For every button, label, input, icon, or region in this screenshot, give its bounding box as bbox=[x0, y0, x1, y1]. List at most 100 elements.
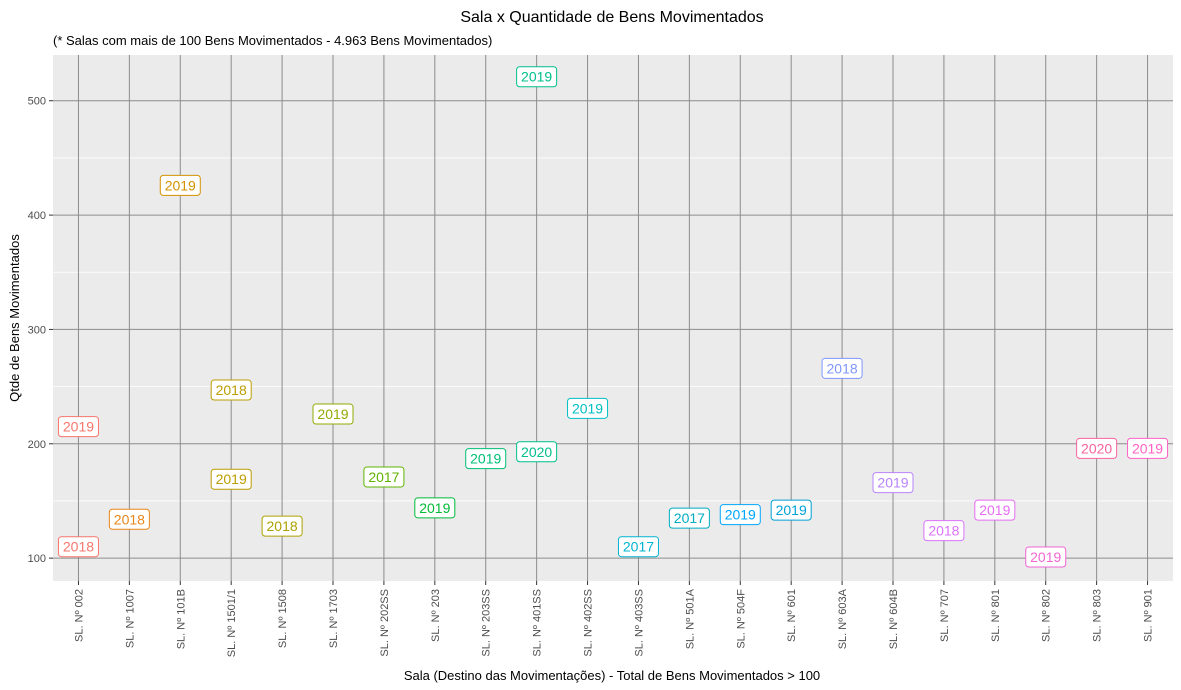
data-label-box bbox=[414, 497, 456, 519]
data-label-box bbox=[719, 504, 761, 526]
data-label-box bbox=[923, 520, 965, 542]
data-label: 2018 bbox=[63, 539, 94, 555]
data-label-box bbox=[159, 174, 201, 196]
data-point: 2019 bbox=[567, 397, 609, 419]
data-label: 2019 bbox=[1030, 549, 1061, 565]
data-label-box bbox=[567, 397, 609, 419]
data-label-box bbox=[363, 466, 405, 488]
data-label-box bbox=[465, 448, 507, 470]
data-label-box bbox=[668, 507, 710, 529]
data-label: 2020 bbox=[1081, 440, 1112, 456]
x-tick-label: SL. Nº 504F bbox=[735, 589, 747, 649]
data-label-box bbox=[1127, 437, 1169, 459]
x-tick-label: SL. Nº 203SS bbox=[481, 589, 493, 657]
x-tick-label: SL. Nº 801 bbox=[990, 589, 1002, 642]
x-tick-label: SL. Nº 202SS bbox=[379, 589, 391, 657]
x-tick-label: SL. Nº 203 bbox=[430, 589, 442, 642]
x-tick-label: SL. Nº 604B bbox=[888, 589, 900, 649]
y-axis-title: Qtde de Bens Movimentados bbox=[7, 234, 22, 402]
data-label-box bbox=[57, 536, 99, 558]
data-point: 2018 bbox=[108, 508, 150, 530]
x-tick-label: SL. Nº 802 bbox=[1041, 589, 1053, 642]
data-label-box bbox=[617, 536, 659, 558]
data-label: 2019 bbox=[419, 500, 450, 516]
x-tick-label: SL. Nº 1508 bbox=[277, 589, 289, 648]
data-label-box bbox=[261, 515, 303, 537]
data-label: 2019 bbox=[63, 419, 94, 435]
data-label-box bbox=[210, 379, 252, 401]
data-label: 2018 bbox=[267, 518, 298, 534]
data-point: 2018 bbox=[923, 520, 965, 542]
x-tick-label: SL. Nº 101B bbox=[175, 589, 187, 649]
data-point: 2019 bbox=[974, 499, 1016, 521]
data-label: 2019 bbox=[877, 475, 908, 491]
y-tick-label: 400 bbox=[28, 210, 46, 222]
chart-title: Sala x Quantidade de Bens Movimentados bbox=[460, 9, 763, 26]
data-label: 2017 bbox=[368, 469, 399, 485]
data-point: 2019 bbox=[465, 448, 507, 470]
data-label-box bbox=[516, 66, 558, 88]
data-label: 2019 bbox=[317, 406, 348, 422]
y-tick-label: 200 bbox=[28, 439, 46, 451]
data-label: 2018 bbox=[827, 360, 858, 376]
x-tick-label: SL. Nº 402SS bbox=[583, 589, 595, 657]
data-label-box bbox=[57, 416, 99, 438]
data-label: 2019 bbox=[521, 69, 552, 85]
x-tick-label: SL. Nº 901 bbox=[1143, 589, 1155, 642]
data-label: 2019 bbox=[165, 177, 196, 193]
y-axis-ticks: 100 200 300 400 500 bbox=[28, 96, 53, 565]
data-point: 2020 bbox=[1076, 437, 1118, 459]
data-point: 2019 bbox=[1025, 546, 1067, 568]
x-axis-title: Sala (Destino das Movimentações) - Total… bbox=[404, 668, 820, 683]
data-point: 2018 bbox=[210, 379, 252, 401]
data-point: 2019 bbox=[414, 497, 456, 519]
x-tick-label: SL. Nº 601 bbox=[786, 589, 798, 642]
data-label: 2019 bbox=[470, 451, 501, 467]
data-point: 2017 bbox=[668, 507, 710, 529]
data-point: 2018 bbox=[57, 536, 99, 558]
data-labels: 2019 2018 2018 2019 2018 2019 2018 2019 2017 2019… bbox=[57, 66, 1169, 568]
data-label: 2019 bbox=[776, 502, 807, 518]
data-label: 2019 bbox=[979, 502, 1010, 518]
x-tick-label: SL. Nº 603A bbox=[837, 588, 849, 649]
y-tick-label: 500 bbox=[28, 96, 46, 108]
data-point: 2018 bbox=[261, 515, 303, 537]
data-point: 2020 bbox=[516, 441, 558, 463]
x-tick-label: SL. Nº 1501/1 bbox=[226, 589, 238, 657]
data-label-box bbox=[872, 472, 914, 494]
x-tick-label: SL. Nº 1007 bbox=[124, 589, 136, 648]
chart-subtitle: (* Salas com mais de 100 Bens Movimentad… bbox=[53, 33, 492, 48]
data-label: 2020 bbox=[521, 444, 552, 460]
data-point: 2019 bbox=[210, 468, 252, 490]
x-axis-ticks: SL. Nº 002 SL. Nº 1007 SL. Nº 101B SL. Nº 1… bbox=[73, 581, 1155, 657]
data-point: 2017 bbox=[617, 536, 659, 558]
data-label-box bbox=[974, 499, 1016, 521]
data-label-box bbox=[770, 499, 812, 521]
data-point: 2019 bbox=[770, 499, 812, 521]
data-label: 2019 bbox=[725, 507, 756, 523]
data-label-box bbox=[516, 441, 558, 463]
data-label: 2019 bbox=[572, 400, 603, 416]
data-label-box bbox=[1076, 437, 1118, 459]
data-label-box bbox=[1025, 546, 1067, 568]
data-point: 2019 bbox=[516, 66, 558, 88]
data-label-box bbox=[108, 508, 150, 530]
data-label: 2018 bbox=[114, 511, 145, 527]
x-tick-label: SL. Nº 501A bbox=[684, 588, 696, 649]
data-label-box bbox=[821, 357, 863, 379]
data-point: 2019 bbox=[1127, 437, 1169, 459]
data-label: 2017 bbox=[674, 510, 705, 526]
data-label-box bbox=[210, 468, 252, 490]
x-tick-label: SL. Nº 707 bbox=[939, 589, 951, 642]
data-point: 2019 bbox=[719, 504, 761, 526]
x-tick-label: SL. Nº 002 bbox=[73, 589, 85, 642]
x-tick-label: SL. Nº 1703 bbox=[328, 589, 340, 648]
data-point: 2019 bbox=[312, 403, 354, 425]
data-label: 2018 bbox=[928, 523, 959, 539]
y-tick-label: 100 bbox=[28, 553, 46, 565]
y-tick-label: 300 bbox=[28, 324, 46, 336]
data-label: 2017 bbox=[623, 539, 654, 555]
data-point: 2018 bbox=[821, 357, 863, 379]
grid bbox=[53, 55, 1173, 581]
